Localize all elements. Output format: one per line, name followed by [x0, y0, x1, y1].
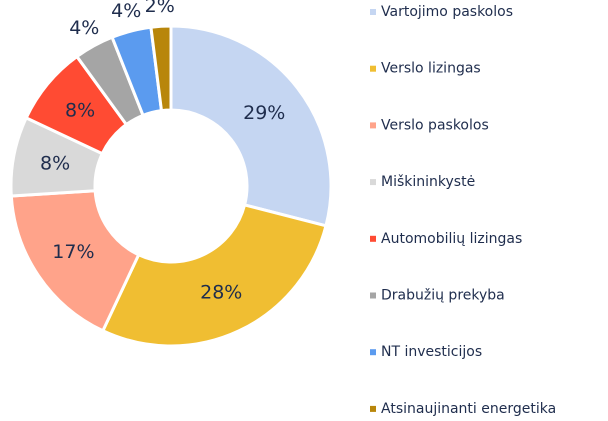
slice-label: 17% — [52, 241, 94, 263]
slice — [9, 189, 141, 333]
legend-swatch — [370, 65, 376, 72]
legend-label: Miškininkystė — [381, 174, 475, 190]
legend-swatch — [370, 349, 376, 356]
legend-label: Verslo paskolos — [381, 117, 489, 133]
legend-swatch — [370, 9, 376, 15]
slice-label: 8% — [65, 99, 95, 121]
legend-swatch — [370, 179, 376, 186]
slice — [149, 24, 173, 113]
slice — [169, 24, 333, 228]
legend-label: Atsinaujinanti energetika — [381, 401, 556, 417]
slice-label: 8% — [40, 152, 70, 174]
legend-label: NT investicijos — [381, 344, 482, 360]
legend-swatch — [370, 235, 376, 242]
slice-label: 4% — [69, 17, 99, 39]
legend-label: Drabužių prekyba — [381, 288, 505, 304]
legend-label: Automobilių lizingas — [381, 231, 522, 247]
legend-label: Verslo lizingas — [381, 61, 481, 77]
slice-label: 4% — [111, 0, 141, 22]
slice-label: 2% — [145, 0, 175, 17]
legend-swatch — [370, 122, 376, 129]
legend-swatch — [370, 292, 376, 299]
slice-label: 29% — [243, 102, 285, 124]
slice — [100, 203, 328, 348]
slice-label: 28% — [200, 281, 242, 303]
legend-label: Vartojimo paskolos — [381, 4, 513, 20]
legend-swatch — [370, 405, 376, 412]
